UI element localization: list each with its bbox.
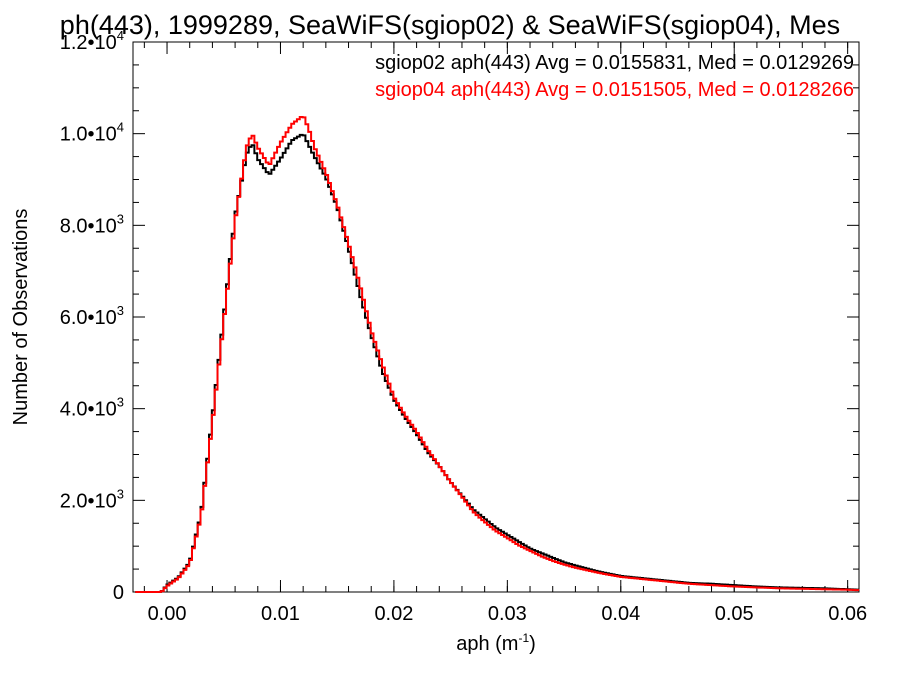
y-tick-label: 1.0•104 <box>60 120 124 146</box>
y-tick-label-exponent: 3 <box>117 211 124 226</box>
legend-entry-sgiop04: sgiop04 aph(443) Avg = 0.0151505, Med = … <box>375 79 854 101</box>
y-tick-label-base: 2.0•10 <box>60 490 117 512</box>
y-tick-label-exponent: 3 <box>117 395 124 410</box>
series-line-sgiop04 <box>135 115 860 593</box>
x-axis-label-text: aph (m <box>456 633 518 655</box>
y-tick-label-exponent: 4 <box>117 28 124 43</box>
y-tick-label-base: 6.0•10 <box>60 307 117 329</box>
y-tick-label: 2.0•103 <box>60 486 124 512</box>
y-tick-label-base: 0 <box>113 582 124 604</box>
y-axis-ticks: 02.0•1034.0•1036.0•1038.0•1031.0•1041.2•… <box>60 28 859 604</box>
chart-title: ph(443), 1999289, SeaWiFS(sgiop02) & Sea… <box>60 10 840 40</box>
plot-frame <box>132 41 860 593</box>
series-layer <box>135 115 860 593</box>
y-tick-label-base: 4.0•10 <box>60 399 117 421</box>
x-axis-ticks: 0.00 0.01 0.02 0.03 0.04 0.05 0.06 <box>143 42 867 625</box>
x-axis-label-superscript: -1 <box>518 631 529 645</box>
y-tick-label-base: 1.0•10 <box>60 124 117 146</box>
x-tick-label: 0.04 <box>601 603 640 625</box>
y-tick-label-base: 8.0•10 <box>60 215 117 237</box>
y-tick-label: 0 <box>113 582 124 604</box>
x-tick-label: 0.03 <box>488 603 527 625</box>
y-tick-label: 8.0•103 <box>60 211 124 237</box>
x-tick-label: 0.00 <box>148 603 187 625</box>
x-tick-label: 0.06 <box>828 603 867 625</box>
x-tick-label: 0.02 <box>374 603 413 625</box>
y-tick-label-base: 1.2•10 <box>60 32 117 54</box>
y-tick-label-exponent: 4 <box>117 120 124 135</box>
x-axis-label-close: ) <box>529 633 536 655</box>
y-tick-label: 6.0•103 <box>60 303 124 329</box>
y-tick-label: 1.2•104 <box>60 28 124 54</box>
y-axis-label: Number of Observations <box>10 209 32 426</box>
x-tick-label: 0.05 <box>715 603 754 625</box>
x-tick-label: 0.01 <box>261 603 300 625</box>
series-line-sgiop02 <box>135 133 860 593</box>
y-tick-label: 4.0•103 <box>60 395 124 421</box>
legend-entry-sgiop02: sgiop02 aph(443) Avg = 0.0155831, Med = … <box>375 52 854 74</box>
y-tick-label-exponent: 3 <box>117 303 124 318</box>
x-axis-label: aph (m-1) <box>456 631 536 655</box>
y-tick-label-exponent: 3 <box>117 486 124 501</box>
